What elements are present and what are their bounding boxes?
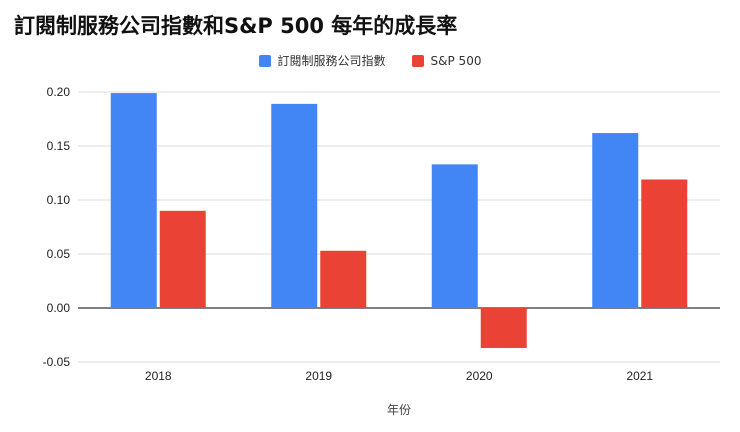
- bar-sp500-2018: [159, 210, 206, 308]
- y-tick-label: 0.00: [47, 301, 71, 315]
- y-tick-label: 0.10: [47, 193, 71, 207]
- x-tick-label: 2018: [145, 369, 172, 383]
- y-tick-label: 0.20: [47, 85, 71, 99]
- legend-label-series-1: 訂閱制服務公司指數: [277, 54, 386, 68]
- y-tick-label: -0.05: [43, 355, 71, 369]
- y-tick-label: 0.15: [47, 139, 71, 153]
- bar-subscription-index-2018: [110, 93, 157, 308]
- bar-sp500-2020: [480, 308, 527, 348]
- bar-subscription-index-2019: [271, 103, 318, 308]
- bar-subscription-index-2020: [431, 164, 478, 308]
- chart-title: 訂閱制服務公司指數和S&P 500 每年的成長率: [14, 14, 458, 38]
- x-tick-label: 2019: [305, 369, 332, 383]
- bar-subscription-index-2021: [592, 133, 639, 308]
- x-axis-title: 年份: [387, 403, 411, 417]
- legend-item-series-1: 訂閱制服務公司指數: [258, 52, 386, 69]
- legend-swatch-series-1: [258, 54, 271, 67]
- legend: 訂閱制服務公司指數 S&P 500: [0, 52, 740, 69]
- legend-swatch-series-2: [411, 54, 424, 67]
- y-tick-label: 0.05: [47, 247, 71, 261]
- x-tick-label: 2020: [466, 369, 493, 383]
- bar-sp500-2019: [320, 250, 367, 308]
- x-tick-label: 2021: [626, 369, 653, 383]
- legend-label-series-2: S&P 500: [430, 53, 482, 68]
- legend-item-series-2: S&P 500: [411, 53, 482, 68]
- bar-sp500-2021: [641, 179, 688, 308]
